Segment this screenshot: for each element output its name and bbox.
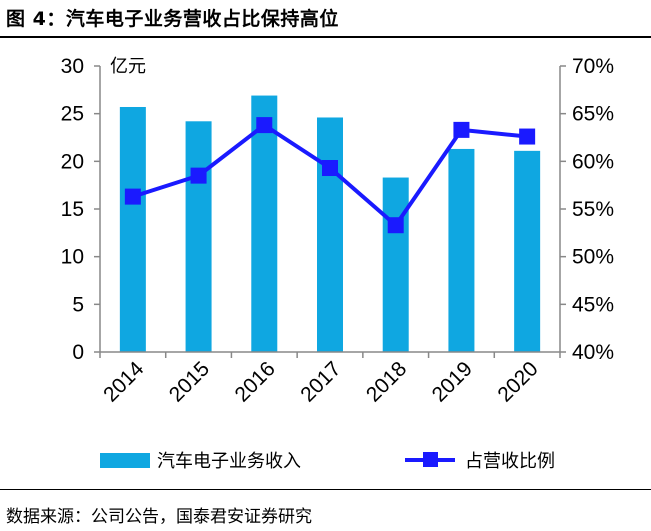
source-note: 数据来源：公司公告，国泰君安证券研究 bbox=[6, 507, 312, 527]
y-left-tick-label: 0 bbox=[72, 341, 84, 364]
y-left-tick-label: 20 bbox=[61, 150, 84, 173]
y-right-tick-label: 65% bbox=[572, 103, 614, 126]
share-point-2014 bbox=[124, 188, 141, 205]
figure-title: 图 4：汽车电子业务营收占比保持高位 bbox=[6, 8, 339, 30]
x-tick-label: 2020 bbox=[493, 357, 542, 406]
bar-2016 bbox=[251, 95, 278, 352]
share-point-2020 bbox=[519, 128, 536, 145]
title-rule bbox=[0, 36, 651, 38]
y-right-tick-label: 45% bbox=[572, 293, 614, 316]
x-tick-label: 2015 bbox=[165, 357, 214, 406]
legend-label-revenue: 汽车电子业务收入 bbox=[157, 451, 301, 472]
x-tick-label: 2016 bbox=[231, 357, 280, 406]
bar-2015 bbox=[185, 121, 212, 352]
x-tick-label: 2019 bbox=[428, 357, 477, 406]
x-tick-label: 2017 bbox=[296, 357, 345, 406]
x-tick-label: 2018 bbox=[362, 357, 411, 406]
y-left-tick-label: 15 bbox=[61, 198, 84, 221]
share-point-2019 bbox=[453, 121, 470, 138]
bar-2018 bbox=[382, 177, 409, 352]
y-left-unit-label: 亿元 bbox=[110, 56, 146, 77]
y-right-tick-label: 50% bbox=[572, 246, 614, 269]
y-left-tick-label: 25 bbox=[61, 103, 84, 126]
share-point-2018 bbox=[387, 217, 404, 234]
y-right-tick-label: 40% bbox=[572, 341, 614, 364]
y-left-tick-label: 5 bbox=[72, 293, 84, 316]
share-point-2017 bbox=[322, 160, 338, 177]
bar-2017 bbox=[317, 117, 343, 352]
y-left-tick-label: 30 bbox=[61, 55, 84, 78]
y-right-tick-label: 60% bbox=[572, 150, 614, 173]
legend-label-share: 占营收比例 bbox=[465, 451, 555, 472]
bar-2020 bbox=[514, 150, 541, 352]
source-rule bbox=[0, 489, 651, 490]
bar-2014 bbox=[119, 106, 146, 352]
share-point-2016 bbox=[256, 117, 273, 134]
bar-2019 bbox=[448, 148, 475, 352]
legend-marker-swatch bbox=[423, 452, 438, 467]
y-right-tick-label: 55% bbox=[572, 198, 614, 221]
y-right-tick-label: 70% bbox=[572, 55, 614, 78]
y-left-tick-label: 10 bbox=[61, 246, 84, 269]
share-point-2015 bbox=[190, 167, 207, 184]
legend-bar-swatch bbox=[100, 453, 150, 468]
x-tick-label: 2014 bbox=[99, 357, 149, 407]
